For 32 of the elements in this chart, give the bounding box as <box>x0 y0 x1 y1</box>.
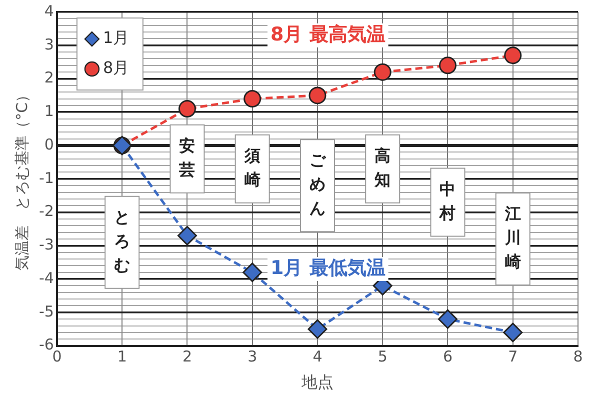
annotation: 江川崎 <box>504 204 521 272</box>
y-tick-label: 4 <box>44 2 54 20</box>
y-tick-label: -1 <box>38 168 54 187</box>
x-tick-label: 8 <box>573 348 583 366</box>
annotation: ごめん <box>309 150 326 218</box>
annotation: 8月 最高気温 <box>270 23 386 46</box>
annotation: 中村 <box>438 179 456 222</box>
x-tick-label: 4 <box>312 348 322 366</box>
annotation: 1月 最低気温 <box>270 256 386 279</box>
annotation: 須崎 <box>243 146 260 190</box>
y-tick-label: -4 <box>38 268 54 287</box>
annotation: とろむ <box>114 207 130 274</box>
y-tick-label: 2 <box>44 68 54 87</box>
legend-label: 8月 <box>102 58 130 78</box>
y-tick-label: -2 <box>38 202 54 220</box>
y-tick-label: 3 <box>44 35 54 54</box>
y-tick-label: -3 <box>38 236 54 254</box>
x-tick-label: 1 <box>117 348 127 366</box>
annotation: 安芸 <box>178 136 196 180</box>
y-tick-label: -5 <box>38 302 54 320</box>
x-tick-label: 6 <box>442 348 453 366</box>
x-tick-label: 2 <box>182 348 192 366</box>
y-axis-title: 気温差 とろむ基準（°C） <box>12 87 31 270</box>
x-tick-label: 3 <box>248 348 258 366</box>
legend-label: 1月 <box>102 28 130 48</box>
y-tick-label: -6 <box>38 336 54 354</box>
annotation: 高知 <box>374 146 391 190</box>
x-axis-title: 地点 <box>300 372 334 392</box>
y-tick-label: 1 <box>44 102 54 120</box>
y-tick-label: 0 <box>44 135 54 154</box>
x-tick-label: 5 <box>378 348 388 366</box>
x-tick-label: 7 <box>508 348 518 366</box>
